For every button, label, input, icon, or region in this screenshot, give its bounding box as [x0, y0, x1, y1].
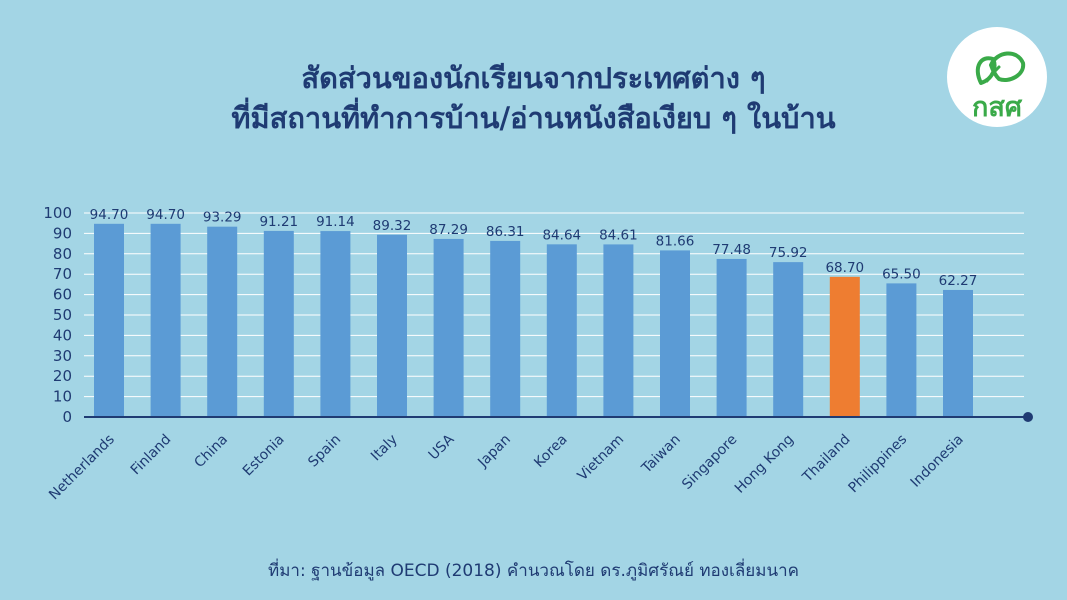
bar [886, 283, 917, 417]
bar [546, 244, 577, 417]
x-tick-label: Italy [368, 432, 401, 465]
x-tick-label: Estonia [240, 432, 288, 480]
bar [320, 231, 351, 417]
y-tick-label: 90 [53, 224, 72, 242]
data-label: 81.66 [656, 233, 695, 249]
y-tick-label: 20 [53, 367, 72, 385]
data-label: 89.32 [373, 218, 412, 234]
x-tick-label: Philippines [846, 432, 911, 497]
data-label: 84.61 [599, 227, 638, 243]
bar [150, 223, 181, 417]
chart-title-line-2: ที่มีสถานที่ทำการบ้าน/อ่านหนังสือเงียบ ๆ… [231, 101, 836, 135]
y-tick-label: 50 [53, 306, 72, 324]
data-label: 93.29 [203, 210, 242, 226]
bar [943, 289, 973, 417]
logo-text: กสศ [972, 92, 1022, 123]
data-label: 94.70 [146, 207, 185, 223]
x-tick-label: Netherlands [46, 432, 118, 504]
bar [716, 258, 747, 417]
y-tick-label: 10 [53, 388, 72, 406]
bar [377, 234, 407, 417]
x-tick-label: Vietnam [575, 432, 628, 485]
x-tick-label: China [191, 432, 231, 472]
x-tick-label: Thailand [799, 432, 854, 487]
data-label: 86.31 [486, 224, 525, 240]
y-tick-label: 80 [53, 245, 72, 263]
logo: กสศ [947, 27, 1047, 127]
sprout-logo-icon [975, 51, 1026, 85]
chart-title-line-1: สัดส่วนของนักเรียนจากประเทศต่าง ๆ [301, 61, 766, 95]
data-label: 68.70 [825, 260, 864, 276]
bar [773, 262, 804, 417]
y-tick-label: 30 [53, 347, 72, 365]
bar [207, 226, 238, 417]
y-tick-label: 40 [53, 326, 72, 344]
bar [94, 223, 124, 417]
x-axis-end-marker [1023, 412, 1033, 422]
x-tick-label: Spain [305, 432, 344, 471]
data-label: 62.27 [939, 273, 978, 289]
data-label: 65.50 [882, 266, 921, 282]
data-label: 87.29 [429, 222, 468, 238]
data-label: 94.70 [90, 207, 129, 223]
x-tick-label: Korea [531, 432, 570, 471]
x-tick-label: Hong Kong [732, 432, 797, 497]
x-tick-label: USA [426, 431, 458, 463]
bar [263, 230, 294, 417]
x-tick-label: Indonesia [908, 432, 967, 491]
y-tick-label: 100 [43, 204, 72, 222]
bar [603, 244, 634, 417]
y-tick-label: 60 [53, 286, 72, 304]
y-tick-label: 0 [62, 408, 72, 426]
x-tick-label: Taiwan [638, 432, 684, 478]
data-label: 84.64 [542, 227, 581, 243]
y-tick-label: 70 [53, 265, 72, 283]
source-note: ที่มา: ฐานข้อมูล OECD (2018) คำนวณโดย ดร… [267, 561, 799, 581]
x-tick-label: Japan [474, 432, 514, 472]
bar [433, 238, 464, 417]
data-label: 91.14 [316, 214, 355, 230]
x-tick-label: Finland [128, 432, 175, 479]
bar [829, 276, 860, 417]
x-tick-label: Singapore [679, 432, 740, 493]
bar [660, 250, 690, 417]
data-label: 91.21 [259, 214, 298, 230]
bar [490, 240, 521, 417]
chart-title: สัดส่วนของนักเรียนจากประเทศต่าง ๆ ที่มีส… [0, 58, 1067, 138]
data-label: 75.92 [769, 245, 808, 261]
data-label: 77.48 [712, 242, 751, 258]
